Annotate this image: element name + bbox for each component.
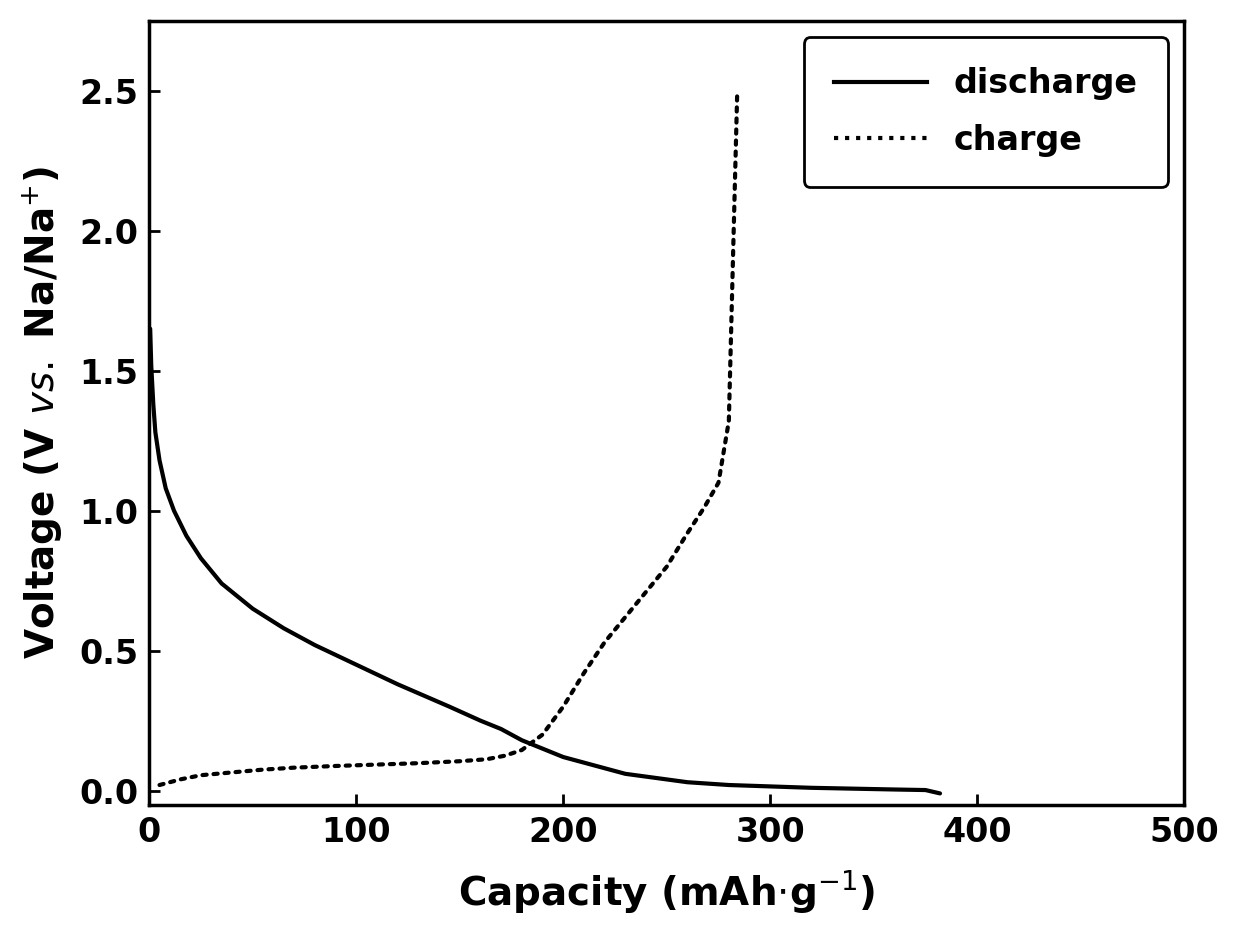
Legend: discharge, charge: discharge, charge — [804, 37, 1168, 187]
Y-axis label: Voltage (V $vs.$ Na/Na$^{+}$): Voltage (V $vs.$ Na/Na$^{+}$) — [21, 166, 64, 659]
X-axis label: Capacity (mAh$\cdot$g$^{-1}$): Capacity (mAh$\cdot$g$^{-1}$) — [459, 869, 875, 915]
